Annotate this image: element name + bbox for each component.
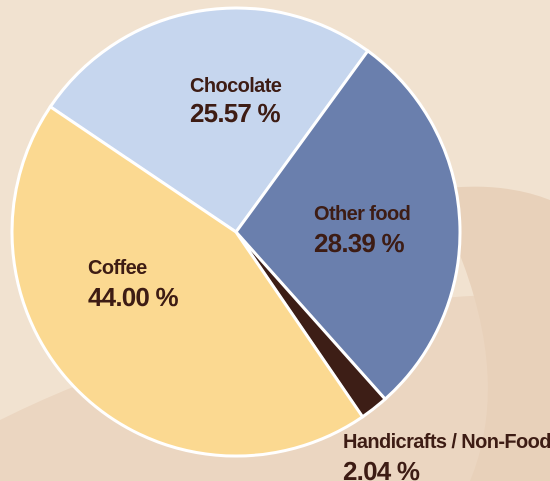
slice-coffee [10,104,365,458]
slice-label-coffee: Coffee [88,257,147,279]
background-swoosh-right [430,186,550,481]
slice-chocolate [48,6,370,235]
slice-label-chocolate: Chocolate [190,75,282,97]
slice-value-chocolate: 25.57 % [190,98,280,128]
slice-label-handicrafts-non-food: Handicrafts / Non-Food [343,431,550,453]
slice-label-other-food: Other food [314,203,410,225]
slice-value-other-food: 28.39 % [314,228,404,258]
slice-value-handicrafts-non-food: 2.04 % [343,456,420,481]
pie-slices [10,6,462,458]
slice-other-food [234,48,462,402]
slice-value-coffee: 44.00 % [88,282,178,312]
